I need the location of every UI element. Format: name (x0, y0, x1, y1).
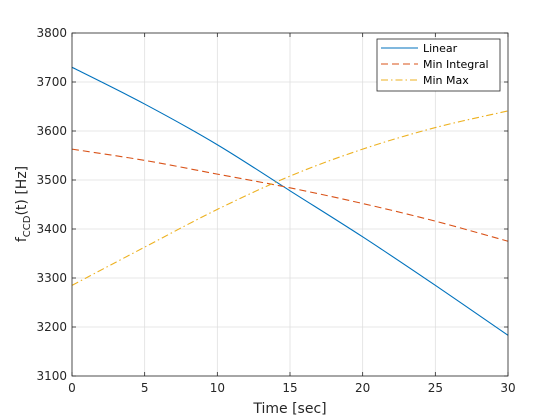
y-tick-label: 3500 (36, 173, 67, 187)
x-tick-label: 10 (210, 381, 225, 395)
y-tick-label: 3800 (36, 26, 67, 40)
y-axis-label-rest: (t) [Hz] (14, 166, 30, 216)
y-tick-label: 3100 (36, 369, 67, 383)
legend-label: Min Integral (423, 58, 489, 71)
x-tick-label: 20 (355, 381, 370, 395)
x-tick-label: 30 (500, 381, 515, 395)
x-tick-label: 5 (141, 381, 149, 395)
legend: Linear Min Integral Min Max (377, 39, 500, 91)
y-tick-label: 3300 (36, 271, 67, 285)
x-tick-label: 0 (68, 381, 76, 395)
y-tick-label: 3600 (36, 124, 67, 138)
x-tick-label: 25 (428, 381, 443, 395)
legend-label: Linear (423, 42, 458, 55)
y-axis-label-subscript: CCD (22, 215, 33, 237)
y-tick-label: 3400 (36, 222, 67, 236)
x-axis-label: Time [sec] (252, 401, 326, 417)
y-tick-label: 3200 (36, 320, 67, 334)
legend-label: Min Max (423, 74, 469, 87)
y-tick-label: 3700 (36, 75, 67, 89)
x-tick-label: 15 (282, 381, 297, 395)
